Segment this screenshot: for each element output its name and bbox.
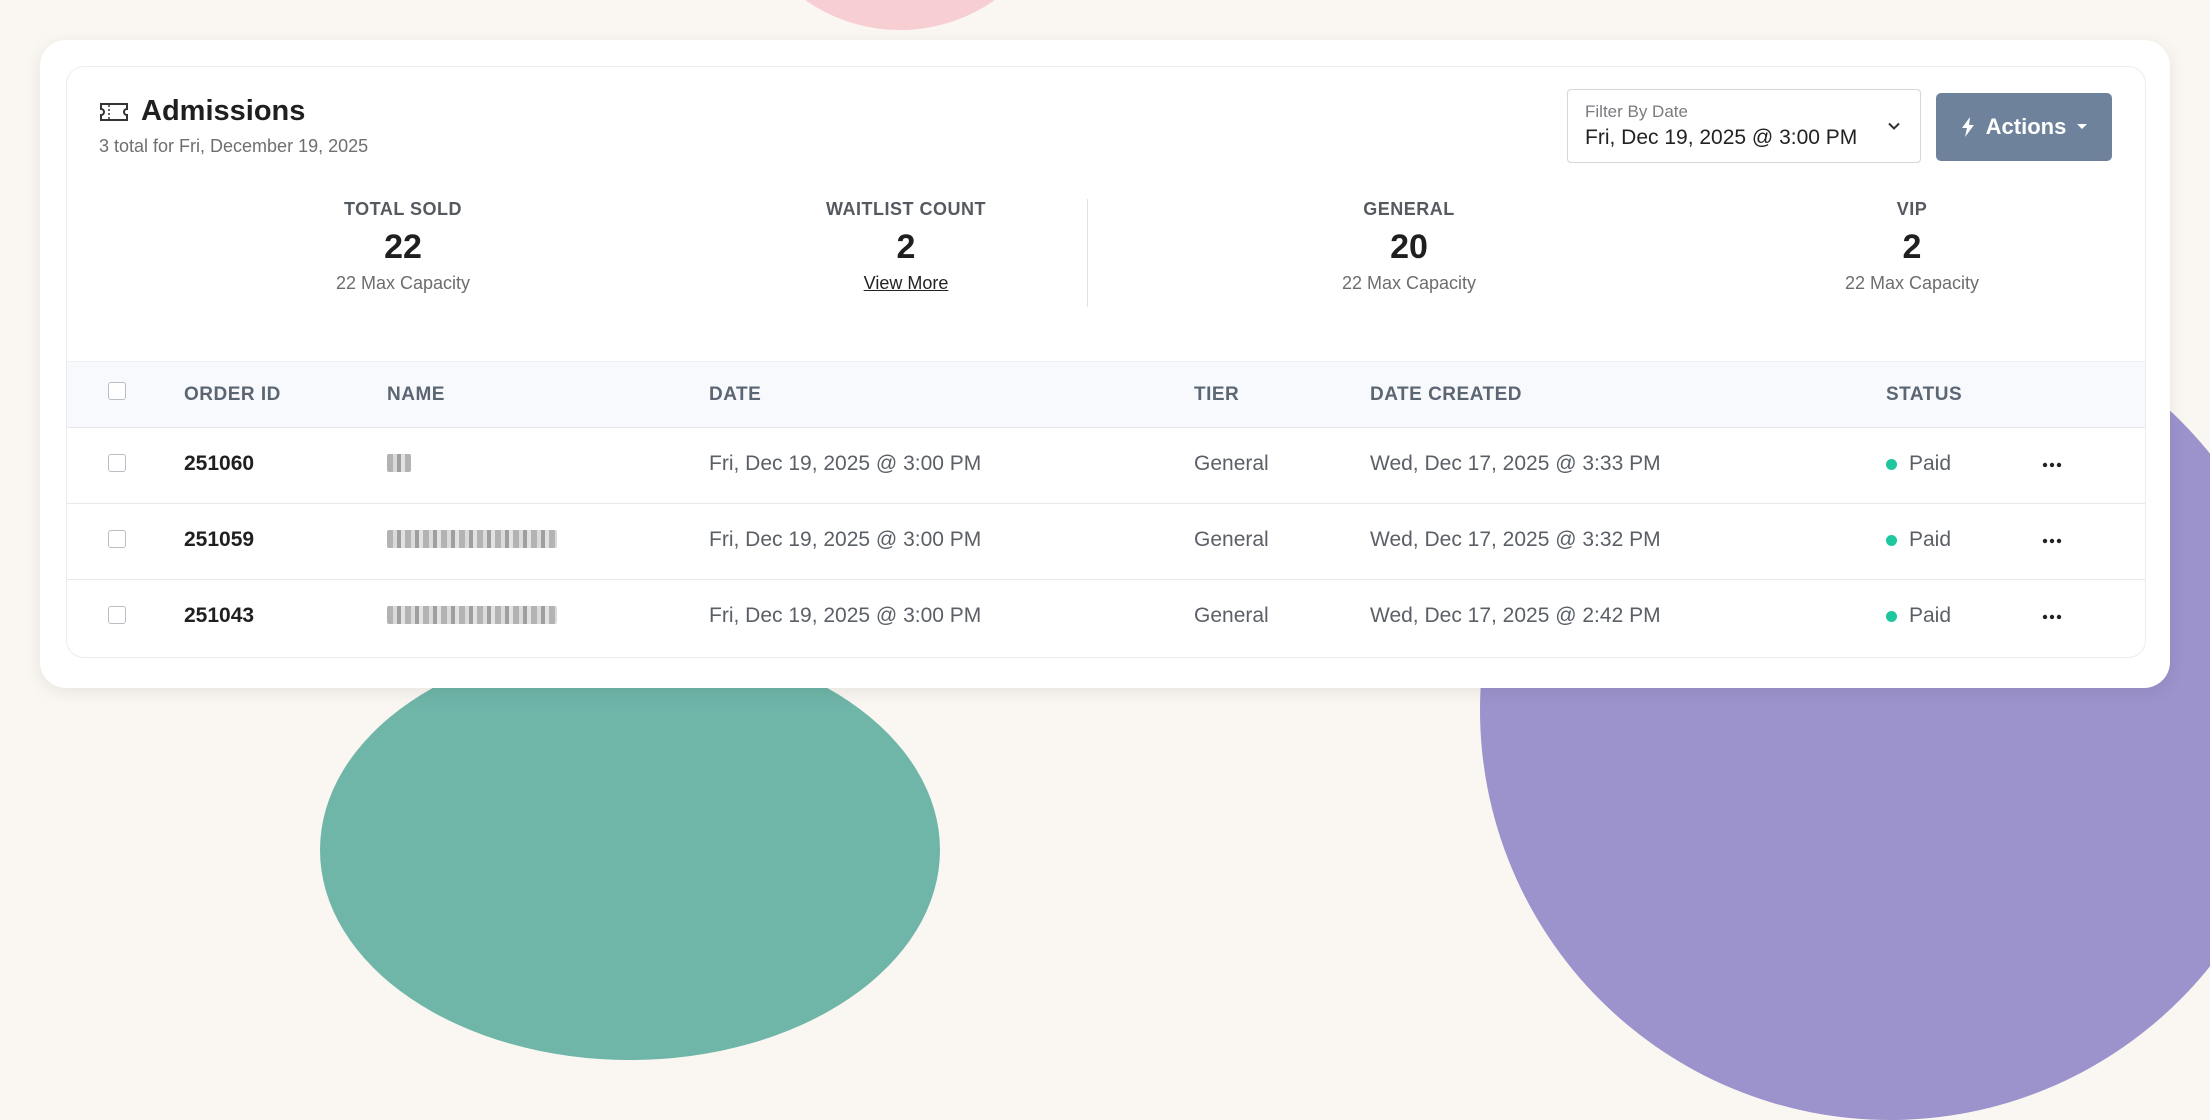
order-id-cell: 251060 <box>184 452 255 475</box>
date-created-cell: Wed, Dec 17, 2025 @ 2:42 PM <box>1370 604 1661 627</box>
name-cell-redacted <box>387 606 557 624</box>
status-text: Paid <box>1909 452 1952 475</box>
column-header-date[interactable]: DATE <box>709 384 762 405</box>
panel-header: Admissions 3 total for Fri, December 19,… <box>99 95 368 157</box>
stat-vip: VIP 2 22 Max Capacity <box>1762 199 2062 294</box>
page-title: Admissions <box>141 95 306 127</box>
column-header-status[interactable]: STATUS <box>1886 384 1963 405</box>
row-checkbox[interactable] <box>108 530 126 548</box>
column-header-tier[interactable]: TIER <box>1194 384 1240 405</box>
actions-label: Actions <box>1985 114 2067 139</box>
date-cell: Fri, Dec 19, 2025 @ 3:00 PM <box>709 528 982 551</box>
stats-summary: TOTAL SOLD 22 22 Max Capacity WAITLIST C… <box>67 199 2145 309</box>
stat-waitlist-count: WAITLIST COUNT 2 View More <box>756 199 1056 294</box>
date-filter-select[interactable]: Filter By Date Fri, Dec 19, 2025 @ 3:00 … <box>1567 89 1921 163</box>
table-row[interactable]: 251043 Fri, Dec 19, 2025 @ 3:00 PM Gener… <box>67 579 2145 655</box>
column-header-date-created[interactable]: DATE CREATED <box>1370 384 1523 405</box>
status-dot <box>1886 458 1897 470</box>
date-cell: Fri, Dec 19, 2025 @ 3:00 PM <box>709 604 982 627</box>
lightning-icon <box>1960 116 1976 138</box>
status-dot <box>1886 534 1897 546</box>
select-all-checkbox[interactable] <box>108 382 126 400</box>
stat-label: VIP <box>1896 199 1928 219</box>
order-id-cell: 251043 <box>184 604 255 627</box>
status-text: Paid <box>1909 604 1952 627</box>
status-dot <box>1886 610 1897 622</box>
more-options-icon[interactable] <box>2039 528 2065 554</box>
admissions-card: Admissions 3 total for Fri, December 19,… <box>40 40 2170 688</box>
status-badge: Paid <box>1886 528 1951 552</box>
tier-cell: General <box>1194 528 1269 551</box>
page-subtitle: 3 total for Fri, December 19, 2025 <box>99 136 369 156</box>
date-created-cell: Wed, Dec 17, 2025 @ 3:33 PM <box>1370 452 1661 475</box>
column-header-name[interactable]: NAME <box>387 384 445 405</box>
stat-capacity: 22 Max Capacity <box>335 273 471 293</box>
stats-divider <box>1087 199 1088 307</box>
more-options-icon[interactable] <box>2039 452 2065 478</box>
stat-capacity: 22 Max Capacity <box>1341 273 1477 293</box>
tier-cell: General <box>1194 452 1269 475</box>
stat-value: 2 <box>896 228 916 266</box>
admissions-panel: Admissions 3 total for Fri, December 19,… <box>66 66 2146 658</box>
row-checkbox[interactable] <box>108 454 126 472</box>
ticket-icon <box>99 101 129 123</box>
background-blob-pink <box>735 0 1065 30</box>
stat-value: 22 <box>384 228 422 266</box>
stat-label: WAITLIST COUNT <box>826 199 986 219</box>
tier-cell: General <box>1194 604 1269 627</box>
name-cell-redacted <box>387 454 411 472</box>
caret-down-icon <box>2076 123 2088 131</box>
table-header: ORDER ID NAME DATE TIER DATE CREATED STA… <box>67 361 2145 428</box>
table-row[interactable]: 251059 Fri, Dec 19, 2025 @ 3:00 PM Gener… <box>67 503 2145 579</box>
table-row[interactable]: 251060 Fri, Dec 19, 2025 @ 3:00 PM Gener… <box>67 427 2145 503</box>
order-id-cell: 251059 <box>184 528 255 551</box>
column-header-order-id[interactable]: ORDER ID <box>184 384 281 405</box>
date-filter-value: Fri, Dec 19, 2025 @ 3:00 PM <box>1585 126 1858 149</box>
date-created-cell: Wed, Dec 17, 2025 @ 3:32 PM <box>1370 528 1661 551</box>
stat-general: GENERAL 20 22 Max Capacity <box>1259 199 1559 294</box>
stat-value: 2 <box>1902 228 1922 266</box>
stat-capacity: 22 Max Capacity <box>1844 273 1980 293</box>
name-cell-redacted <box>387 530 557 548</box>
status-badge: Paid <box>1886 452 1951 476</box>
stat-value: 20 <box>1390 228 1428 266</box>
row-checkbox[interactable] <box>108 606 126 624</box>
stat-total-sold: TOTAL SOLD 22 22 Max Capacity <box>253 199 553 294</box>
date-filter-label: Filter By Date <box>1585 102 1688 121</box>
more-options-icon[interactable] <box>2039 604 2065 630</box>
stat-label: TOTAL SOLD <box>343 199 462 219</box>
actions-button[interactable]: Actions <box>1936 93 2112 161</box>
status-badge: Paid <box>1886 604 1951 628</box>
status-text: Paid <box>1909 528 1952 551</box>
view-more-link[interactable]: View More <box>863 273 949 293</box>
date-cell: Fri, Dec 19, 2025 @ 3:00 PM <box>709 452 982 475</box>
background-blob-teal <box>320 640 940 1060</box>
stat-label: GENERAL <box>1363 199 1455 219</box>
